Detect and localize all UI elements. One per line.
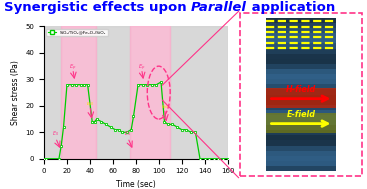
Text: $E_0$: $E_0$	[124, 129, 131, 138]
Text: $E_{p0}$: $E_{p0}$	[161, 103, 170, 112]
Bar	[96, 26, 130, 159]
Bar	[266, 79, 336, 84]
Bar	[266, 18, 336, 23]
Bar	[266, 146, 336, 151]
Bar	[266, 115, 336, 120]
Bar	[266, 135, 336, 140]
Bar	[266, 49, 336, 54]
Text: $E_p$: $E_p$	[138, 63, 146, 73]
Bar	[44, 26, 61, 159]
Bar	[266, 94, 336, 100]
Text: application: application	[247, 1, 335, 14]
Text: Parallel: Parallel	[191, 1, 247, 14]
Bar	[266, 69, 336, 74]
Bar	[170, 26, 228, 159]
Bar	[266, 23, 336, 28]
Bar	[266, 113, 336, 133]
Bar	[266, 120, 336, 125]
Bar	[266, 151, 336, 156]
Bar	[266, 130, 336, 135]
Text: E-field: E-field	[286, 110, 316, 119]
Bar	[266, 156, 336, 161]
Bar	[266, 43, 336, 49]
Legend: SiO₂/TiO₂@Fe₃O₄/SiO₂: SiO₂/TiO₂@Fe₃O₄/SiO₂	[46, 29, 108, 36]
Bar	[266, 100, 336, 105]
Bar	[266, 125, 336, 130]
Text: H-field: H-field	[286, 85, 316, 94]
Bar	[266, 33, 336, 38]
Bar	[266, 28, 336, 33]
Text: $E_{p0}$: $E_{p0}$	[87, 101, 95, 109]
Bar	[61, 26, 96, 159]
Text: $E_p$: $E_p$	[69, 63, 77, 73]
Bar	[266, 38, 336, 43]
Text: Synergistic effects upon: Synergistic effects upon	[4, 1, 191, 14]
Bar	[266, 59, 336, 64]
Y-axis label: Shear stress (Pa): Shear stress (Pa)	[11, 60, 20, 125]
Text: $E_0$: $E_0$	[52, 129, 59, 138]
Bar	[266, 89, 336, 94]
Bar	[266, 105, 336, 110]
X-axis label: Time (sec): Time (sec)	[116, 180, 156, 189]
Bar	[266, 74, 336, 79]
Bar	[266, 88, 336, 108]
Bar	[266, 140, 336, 146]
Bar	[130, 26, 170, 159]
Bar	[266, 64, 336, 69]
Bar	[266, 110, 336, 115]
Bar	[266, 54, 336, 59]
Bar	[266, 166, 336, 171]
Bar	[266, 84, 336, 89]
Bar	[266, 161, 336, 166]
